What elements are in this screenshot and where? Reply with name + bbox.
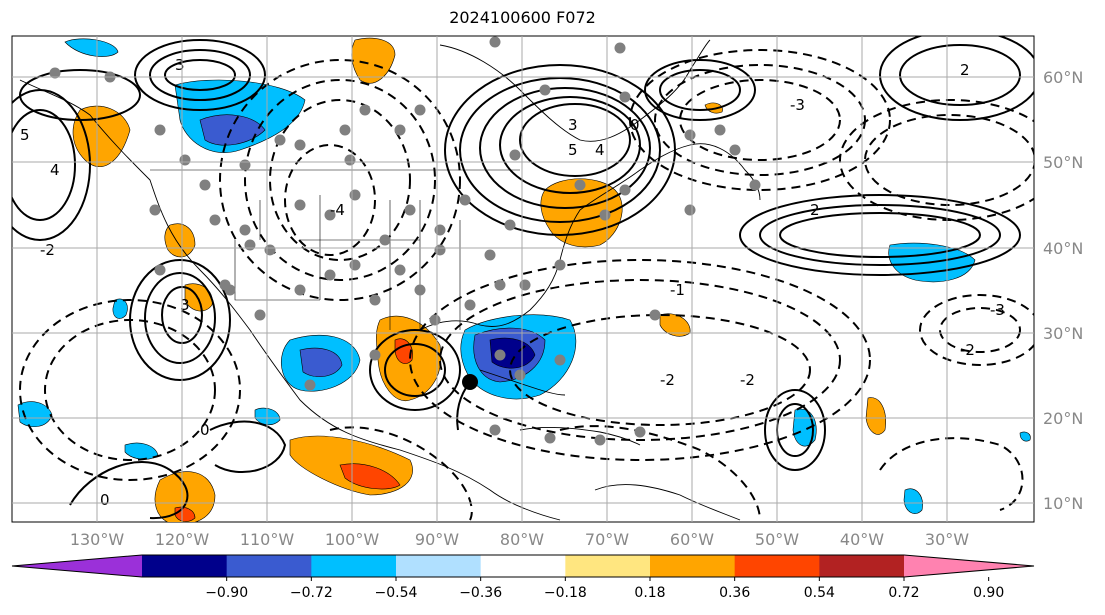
coastlines	[19, 39, 761, 521]
contour-label: 3	[175, 56, 185, 74]
colorbar-tick-label: 0.90	[973, 585, 1004, 601]
contour-label: 5	[20, 126, 30, 144]
colorbar-tick-label: −0.72	[290, 585, 333, 601]
colorbar-tick-label: −0.90	[205, 585, 248, 601]
contour-label: 0	[630, 116, 640, 134]
contour-lines	[12, 36, 1034, 520]
contour-label: 4	[50, 161, 60, 179]
contour-label: -4	[330, 201, 345, 219]
contour-label: 3	[568, 116, 578, 134]
colorbar-outline	[11, 554, 1035, 578]
colorbar-segment	[565, 555, 651, 577]
colorbar-segment	[650, 555, 736, 577]
lon-label: 130°W	[70, 530, 125, 549]
contour-label: 0	[100, 491, 110, 509]
graticule	[12, 36, 1034, 522]
colorbar-segment	[819, 555, 905, 577]
colorbar-extend-high	[904, 555, 1034, 577]
latitude-labels: 60°N 50°N 40°N 30°N 20°N 10°N	[1043, 68, 1083, 513]
lon-label: 50°W	[755, 530, 799, 549]
lon-label: 70°W	[585, 530, 629, 549]
lon-label: 60°W	[670, 530, 714, 549]
lat-label: 50°N	[1043, 153, 1083, 172]
contour-label: -2	[960, 341, 975, 359]
contour-label: -3	[990, 301, 1005, 319]
contour-label: -2	[740, 371, 755, 389]
colorbar-tick-label: −0.54	[375, 585, 418, 601]
contour-label: -2	[660, 371, 675, 389]
lon-label: 110°W	[240, 530, 295, 549]
colorbar-segment	[226, 555, 312, 577]
contour-label: 3	[180, 296, 190, 314]
colorbar-segment	[311, 555, 397, 577]
contour-label: 5	[568, 141, 578, 159]
colorbar-tick-label: 0.72	[888, 585, 919, 601]
contour-label: -3	[790, 96, 805, 114]
contour-value-labels: 3 5 4 0 3 5 4 2 -2 -3 -2 -2 2 -2 0 0 -4 …	[20, 56, 1005, 509]
colorbar-segment	[396, 555, 482, 577]
colorbar-tick-label: 0.36	[719, 585, 750, 601]
colorbar: −0.90 −0.72 −0.54 −0.36 −0.18 0.18 0.36 0.54 0.7…	[11, 554, 1035, 601]
lon-label: 100°W	[325, 530, 380, 549]
lon-label: 120°W	[155, 530, 210, 549]
lat-label: 10°N	[1043, 494, 1083, 513]
colorbar-tick-label: 0.18	[634, 585, 665, 601]
colorbar-tick-label: −0.36	[459, 585, 502, 601]
lon-label: 80°W	[500, 530, 544, 549]
lat-label: 20°N	[1043, 409, 1083, 428]
contour-lines-dashed	[19, 49, 1034, 521]
shaded-field	[17, 37, 1031, 522]
longitude-labels: 130°W 120°W 110°W 100°W 90°W 80°W 70°W 6…	[70, 530, 969, 549]
lon-label: 90°W	[415, 530, 459, 549]
colorbar-tick-label: −0.18	[544, 585, 587, 601]
colorbar-segment	[142, 555, 228, 577]
colorbar-extend-low	[12, 555, 142, 577]
map-panel: 3 5 4 0 3 5 4 2 -2 -3 -2 -2 2 -2 0 0 -4 …	[11, 35, 1035, 523]
map-title: 2024100600 F072	[449, 8, 596, 27]
colorbar-segment	[734, 555, 820, 577]
contour-label: 4	[595, 141, 605, 159]
contour-label: -2	[40, 241, 55, 259]
contour-label: -1	[670, 281, 685, 299]
lon-label: 40°W	[840, 530, 884, 549]
lat-label: 40°N	[1043, 239, 1083, 258]
track-line	[456, 381, 471, 431]
contour-label: 2	[960, 61, 970, 79]
contour-label: 2	[810, 201, 820, 219]
lat-label: 30°N	[1043, 324, 1083, 343]
lon-label: 30°W	[925, 530, 969, 549]
colorbar-segment	[480, 555, 566, 577]
colorbar-tick-label: 0.54	[804, 585, 835, 601]
lat-label: 60°N	[1043, 68, 1083, 87]
station-dots	[49, 36, 761, 446]
contour-label: 0	[200, 421, 210, 439]
